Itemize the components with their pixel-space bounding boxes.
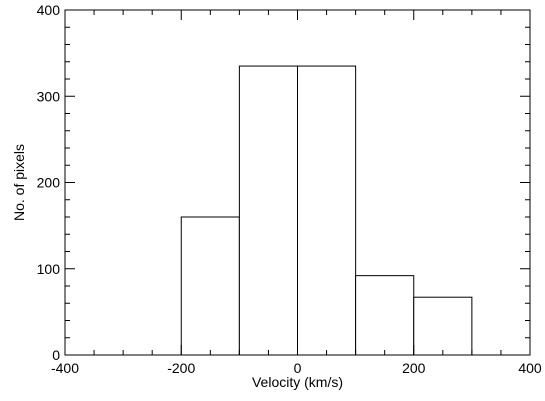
y-tick-label: 100: [37, 261, 61, 277]
histogram-bars: [180, 65, 473, 356]
y-tick-label: 0: [52, 347, 60, 363]
x-tick-label: -200: [167, 360, 195, 376]
plot-frame: [64, 9, 531, 356]
y-axis-label: No. of pixels: [11, 144, 27, 221]
tick-labels: -400 -200 0 200 400 0 100 200 300 400: [37, 2, 542, 376]
y-tick-label: 400: [37, 2, 61, 18]
x-tick-label: 200: [402, 360, 426, 376]
histogram-bar: [180, 216, 240, 356]
x-tick-label: -400: [51, 360, 79, 376]
y-tick-label: 200: [37, 175, 61, 191]
histogram-bar: [238, 65, 298, 356]
histogram-bar: [355, 275, 415, 356]
x-tick-label: 400: [518, 360, 542, 376]
x-tick-label: 0: [294, 360, 302, 376]
x-axis-label: Velocity (km/s): [252, 374, 343, 390]
axis-ticks: [64, 9, 531, 356]
histogram-bar: [413, 296, 473, 356]
y-tick-label: 300: [37, 88, 61, 104]
histogram-bar: [297, 65, 357, 356]
